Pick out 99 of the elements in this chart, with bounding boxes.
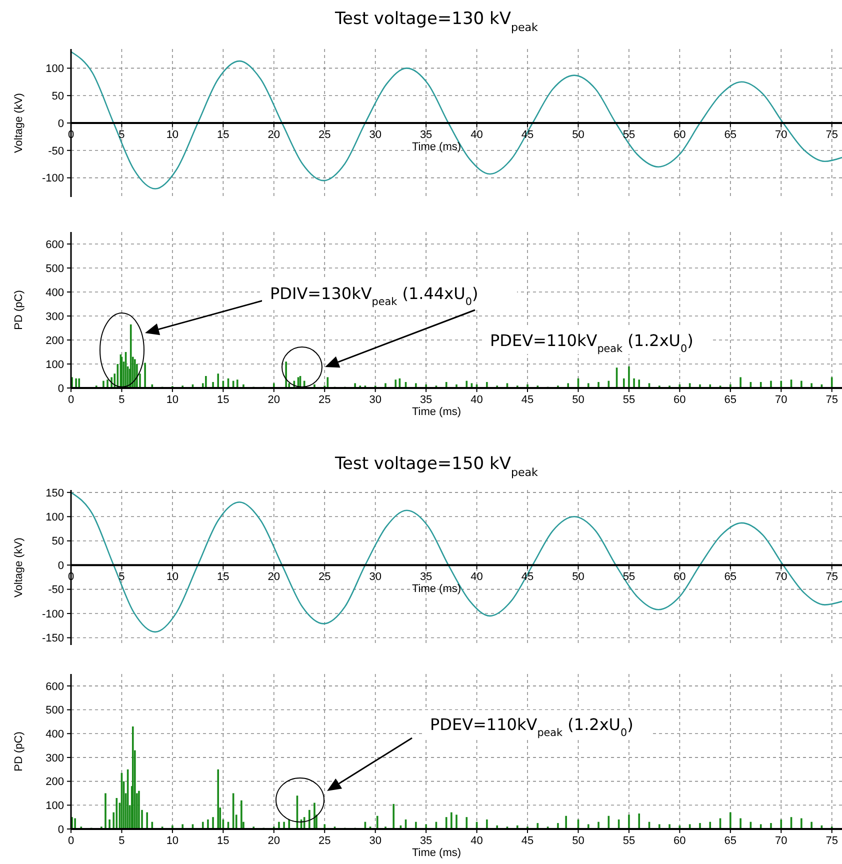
y-axis-title: Voltage (kV) [13,538,25,598]
x-tick-label: 15 [217,129,230,141]
x-tick-label: 0 [68,394,74,406]
y-tick-label: 300 [46,310,64,323]
y-tick-label: 0 [58,560,64,572]
x-tick-label: 20 [268,835,280,847]
y-tick-label: 0 [58,824,64,836]
x-tick-label: 55 [622,571,636,584]
x-tick-label: 40 [470,835,483,847]
x-tick-label: 70 [775,571,788,584]
x-tick-label: 20 [268,394,280,406]
x-tick-label: 20 [268,129,280,141]
x-tick-label: 5 [118,394,125,406]
chart-title: Test voltage=150 kV$_{peak}$ [334,454,539,478]
x-tick-label: 55 [622,394,636,406]
y-tick-label: 600 [46,238,64,251]
x-tick-label: 25 [318,835,331,847]
y-axis-title: Voltage (kV) [13,93,25,153]
y-axis-title: PD (pC) [13,290,25,330]
x-tick-label: 60 [674,129,686,141]
x-tick-label: 65 [724,394,737,406]
y-tick-label: 100 [46,511,64,524]
y-tick-label: -150 [42,632,64,645]
x-tick-label: 25 [318,129,331,141]
x-tick-label: 70 [775,835,788,847]
x-tick-label: 60 [674,571,686,584]
x-tick-label: 30 [369,835,382,847]
x-tick-label: 50 [572,394,584,406]
x-tick-label: 70 [775,129,788,141]
x-tick-label: 40 [470,394,483,406]
x-tick-label: 20 [268,571,280,584]
y-tick-label: 400 [46,728,64,740]
x-tick-label: 25 [318,571,331,584]
x-tick-label: 5 [118,129,125,141]
y-tick-label: 100 [46,63,64,76]
x-tick-label: 60 [674,394,686,406]
y-tick-label: -100 [42,608,64,620]
x-tick-label: 35 [420,129,432,141]
annotation: PDEV=110kV$_{peak}$ (1.2xU$_{0}$) [490,331,694,355]
y-tick-label: 0 [58,118,64,130]
chart-title: Test voltage=130 kV$_{peak}$ [334,9,539,34]
y-tick-label: 200 [46,334,64,347]
x-tick-label: 0 [68,835,74,847]
y-axis-title: PD (pC) [13,732,25,772]
x-tick-label: 15 [217,394,230,406]
y-tick-label: 150 [46,487,64,500]
x-tick-label: 30 [369,571,382,584]
x-tick-label: 10 [166,129,179,141]
y-tick-label: 200 [46,776,64,788]
x-tick-label: 75 [826,129,838,141]
y-tick-label: 100 [46,800,64,812]
x-tick-label: 75 [826,394,838,406]
x-tick-label: 30 [369,129,382,141]
x-tick-label: 65 [724,129,737,141]
y-tick-label: 300 [46,752,64,764]
annotation: PDIV=130kV$_{peak}$ (1.44xU$_{0}$) [270,284,478,308]
x-tick-label: 30 [369,394,382,406]
y-tick-label: 400 [46,286,64,299]
x-tick-label: 60 [674,835,686,847]
x-tick-label: 5 [118,835,125,847]
x-tick-label: 25 [318,394,331,406]
x-axis-title: Time (ms) [412,141,462,153]
x-tick-label: 45 [521,394,534,406]
x-tick-label: 40 [470,129,483,141]
x-tick-label: 15 [217,835,230,847]
x-tick-label: 65 [724,835,737,847]
y-tick-label: 500 [46,704,64,717]
x-tick-label: 70 [775,394,788,406]
y-tick-label: 500 [46,262,64,275]
x-axis-title: Time (ms) [412,583,462,596]
x-tick-label: 5 [118,571,125,584]
x-tick-label: 35 [420,835,432,847]
x-tick-label: 75 [826,835,838,847]
y-tick-label: -50 [48,584,64,596]
y-tick-label: 50 [52,90,64,102]
y-tick-label: -50 [48,145,64,158]
x-axis-title: Time (ms) [412,406,462,418]
x-tick-label: 10 [166,835,179,847]
y-tick-label: 100 [46,358,64,371]
y-tick-label: 0 [58,382,64,395]
x-tick-label: 10 [166,571,179,584]
x-tick-label: 15 [217,571,230,584]
x-tick-label: 50 [572,835,584,847]
x-tick-label: 40 [470,571,483,584]
x-tick-label: 35 [420,571,432,584]
x-tick-label: 50 [572,571,584,584]
x-axis-title: Time (ms) [412,847,462,859]
annotation: PDEV=110kV$_{peak}$ (1.2xU$_{0}$) [430,715,634,739]
y-tick-label: 50 [52,536,64,548]
x-tick-label: 10 [166,394,179,406]
x-tick-label: 50 [572,129,584,141]
x-tick-label: 75 [826,571,838,584]
x-tick-label: 35 [420,394,432,406]
x-tick-label: 45 [521,835,534,847]
x-tick-label: 55 [622,129,636,141]
y-tick-label: -100 [42,172,64,185]
x-tick-label: 55 [622,835,636,847]
x-tick-label: 65 [724,571,737,584]
y-tick-label: 600 [46,680,64,693]
